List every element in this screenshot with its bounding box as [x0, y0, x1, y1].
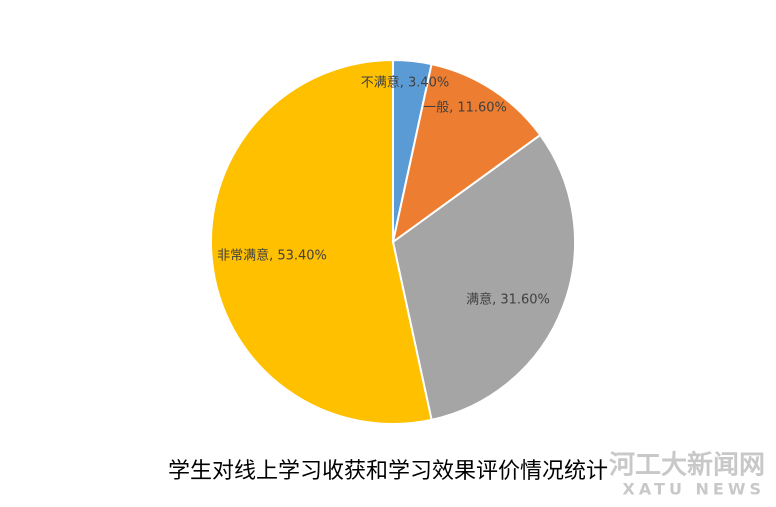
data-label: 满意, 31.60% — [466, 292, 550, 308]
pie — [210, 58, 576, 425]
chart-title: 学生对线上学习收获和学习效果评价情况统计 — [168, 459, 608, 484]
data-label: 一般, 11.60% — [423, 100, 507, 116]
pie-slice — [391, 133, 576, 422]
pie-slice — [210, 58, 433, 425]
watermark: 河工大新闻网 — [609, 450, 765, 481]
watermark-subtitle: XATU NEWS — [623, 480, 765, 499]
data-label: 不满意, 3.40% — [361, 75, 450, 91]
data-label: 非常满意, 53.40% — [217, 248, 327, 264]
pie-slice — [391, 62, 542, 245]
